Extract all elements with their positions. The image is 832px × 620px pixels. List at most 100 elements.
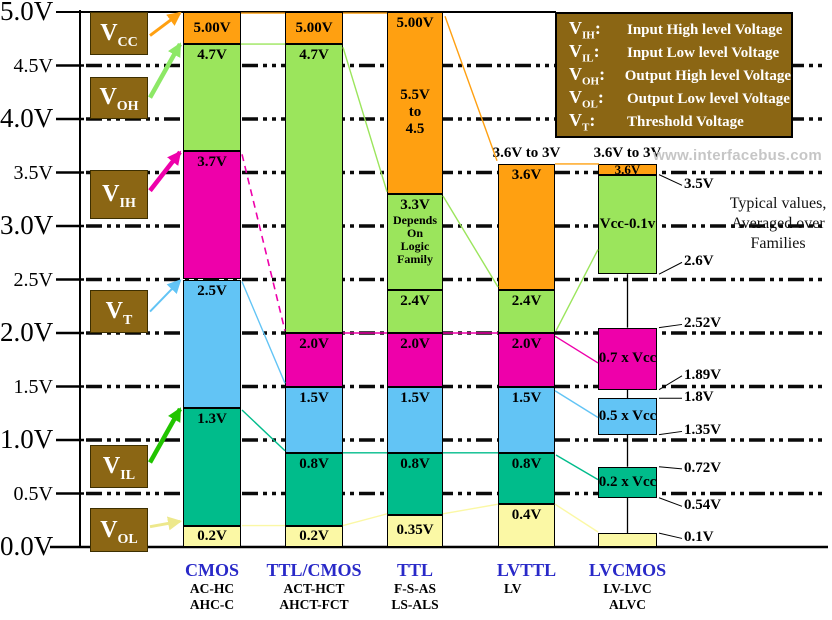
segment-label: 2.4V (511, 293, 542, 310)
segment-label: 3.6V (511, 166, 542, 183)
legend-term: VIH: (569, 18, 601, 42)
voltage-segment-voh_min: 2.4V (387, 290, 443, 333)
legend-description: Output Low level Voltage (627, 91, 790, 107)
voltage-segment-vol: 0.2V (183, 525, 241, 547)
right-annotation: 2.6V (684, 253, 714, 270)
right-annotation: 0.54V (684, 497, 722, 514)
segment-label: 0.2V (299, 527, 329, 544)
family-title: TTL/CMOS (266, 560, 362, 580)
segment-sublabel: Depends On Logic Family (392, 212, 437, 266)
segment-sublabel-line: 5.5V (400, 86, 430, 103)
family-title: TTL (396, 560, 434, 580)
y-axis-label: 0.0V (0, 531, 54, 561)
legend-description: Threshold Voltage (627, 114, 744, 130)
voltage-segment-voh: 4.7V (183, 44, 241, 152)
family-subtitle: AHCT-FCT (279, 597, 349, 612)
segment-label: 5.00V (295, 19, 333, 36)
level-marker-il: VIL (90, 445, 148, 489)
voltage-segment-vcc: 5.00V (285, 12, 343, 45)
legend-row: VIL: Input Low level Voltage (569, 41, 791, 65)
legend-description: Input High level Voltage (627, 22, 783, 38)
right-annotation: 1.35V (684, 422, 722, 439)
family-header: 3.6V to 3V (593, 145, 662, 161)
segment-sublabel-line: to (408, 103, 422, 120)
family-subtitle: ALVC (608, 597, 646, 612)
family-title: LVCMOS (588, 560, 667, 580)
segment-label: 0.2 x Vcc (598, 473, 657, 490)
segment-label: 2.0V (400, 336, 430, 352)
y-axis-label: 5.0V (0, 0, 54, 26)
segment-label: 0.4V (511, 507, 542, 524)
y-axis-label: 1.5V (13, 375, 53, 398)
voltage-segment-vt: 2.5V (183, 279, 241, 408)
voltage-segment-vil: 0.2 x Vcc (598, 466, 657, 498)
right-annotation: 2.52V (684, 315, 722, 332)
level-marker-ih: VIH (90, 170, 148, 219)
voltage-segment-vol: 0.4V (498, 504, 555, 547)
level-marker-t: VT (90, 290, 148, 333)
level-marker-label: VOL (100, 516, 138, 547)
segment-label: 2.0V (299, 336, 329, 352)
voltage-segment-vil: 0.8V (387, 452, 443, 515)
y-axis-label: 0.5V (13, 482, 53, 505)
family-title: LVTTL (496, 560, 557, 580)
level-marker-label: VOH (99, 84, 139, 115)
legend-description: Input Low level Voltage (627, 45, 780, 61)
segment-label: 3.6V (614, 161, 641, 177)
family-subtitle: AHC-C (189, 597, 235, 612)
voltage-segment-vih: 2.0V (285, 333, 343, 387)
segment-label: 1.5V (400, 389, 430, 406)
voltage-segment-vol (598, 533, 657, 547)
y-axis-label: 4.5V (13, 54, 53, 77)
family-header: 3.6V to 3V (492, 145, 561, 161)
voltage-segment-vt: 1.5V (498, 386, 555, 453)
segment-label: 0.7 x Vcc (598, 350, 657, 367)
voltage-segment-vt: 1.5V (387, 386, 443, 453)
segment-sublabel-line: Depends (392, 212, 437, 227)
family-subtitle: ACT-HCT (283, 581, 345, 596)
voltage-segment-vt: 0.5 x Vcc (598, 398, 657, 435)
note-line-2: Averaged over (731, 215, 825, 232)
segment-label: 1.5V (299, 389, 329, 406)
segment-label: 2.0V (511, 336, 542, 352)
voltage-segment-vil: 0.8V (285, 452, 343, 526)
family-subtitle: AC-HC (189, 581, 235, 596)
segment-label: 5.00V (396, 15, 434, 31)
y-axis-label: 4.0V (0, 103, 54, 133)
segment-sublabel-line: 4.5 (405, 120, 425, 137)
typical-values-note: Typical values, Averaged over Families (705, 194, 832, 254)
right-annotation: 0.1V (684, 529, 714, 546)
voltage-segment-vcc: 3.6V (498, 163, 555, 291)
level-marker-oh: VOH (90, 77, 148, 119)
legend-row: VOL: Output Low level Voltage (569, 87, 791, 111)
right-annotation: 1.8V (684, 389, 714, 406)
right-annotation: 1.89V (684, 366, 722, 383)
note-line-3: Families (750, 235, 806, 252)
segment-label: 2.4V (400, 293, 430, 310)
family-subtitle: LV (504, 581, 522, 596)
voltage-segment-vcc: 5.00V (183, 12, 241, 45)
legend-term: VOL: (569, 87, 604, 111)
level-marker-label: VCC (100, 19, 138, 50)
voltage-segment-vil: 0.8V (498, 452, 555, 505)
segment-label: 5.00V (193, 19, 231, 36)
y-axis-label: 2.5V (13, 268, 53, 291)
voltage-segment-vih: 3.7V (183, 151, 241, 280)
segment-label: 1.5V (511, 389, 542, 406)
voltage-segment-voh: 4.7V (285, 44, 343, 333)
voltage-segment-vih: 2.0V (498, 333, 555, 387)
segment-label: 1.3V (197, 410, 227, 427)
segment-label: 2.5V (197, 282, 227, 299)
legend-term: VIL: (569, 41, 600, 65)
legend-box: VIH: Input High level Voltage VIL: Input Lo… (555, 12, 793, 138)
segment-label: 0.8V (299, 455, 329, 472)
voltage-segment-vol: 0.2V (285, 525, 343, 547)
voltage-segment-voh: Vcc-0.1v (598, 174, 657, 275)
segment-label: 0.8V (400, 455, 430, 472)
family-subtitle: LV-LVC (603, 581, 652, 596)
segment-label: 0.5 x Vcc (598, 407, 657, 424)
legend-row: VT: Threshold Voltage (569, 110, 791, 134)
segment-label: 0.8V (511, 455, 542, 472)
family-title: CMOS (185, 560, 239, 580)
legend-term: VOH: (569, 64, 606, 88)
